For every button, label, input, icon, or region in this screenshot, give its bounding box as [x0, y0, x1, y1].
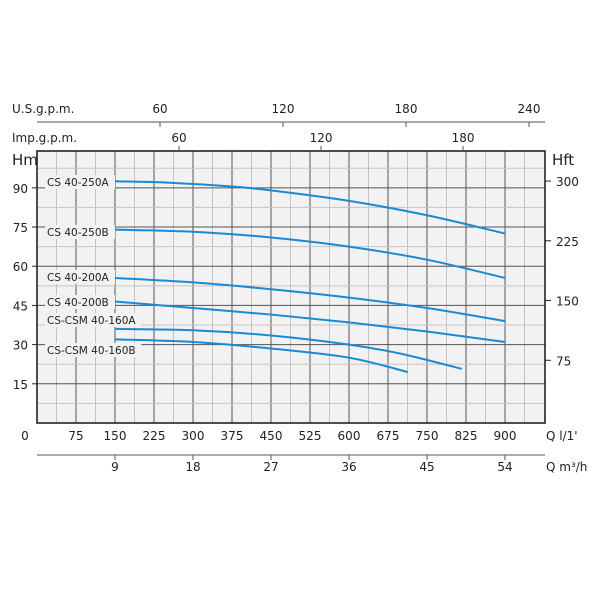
us-gpm-label: U.S.g.p.m. [12, 102, 74, 116]
curves [114, 180, 506, 374]
y2-tick-label: 225 [556, 235, 579, 249]
series-label-bg [45, 175, 115, 189]
curve-cs-40-200b [114, 300, 506, 343]
m3h-tick-label: 45 [419, 460, 434, 474]
y2-axis-label: Hft [552, 151, 574, 169]
x-tick-label: 225 [143, 429, 166, 443]
us-gpm-tick-label: 120 [272, 102, 295, 116]
y2-tick-label: 300 [556, 175, 579, 189]
m3h-tick-label: 18 [185, 460, 200, 474]
x-tick-label: 600 [338, 429, 361, 443]
imp-gpm-label: Imp.g.p.m. [12, 131, 77, 145]
y-tick-label: 75 [13, 221, 28, 235]
axes: Hm 15 30 45 60 75 90 Hft 75 150 225 300 0 75 150 225 300… [12, 102, 587, 474]
series-label-bg [45, 270, 115, 284]
series-label: CS 40-250A [47, 177, 110, 189]
curve-cs-csm-40-160b [114, 338, 408, 374]
grid [36, 150, 546, 424]
series-label: CS 40-200A [47, 272, 110, 284]
series-label-bg [45, 225, 115, 239]
x-tick-label: 0 [21, 429, 29, 443]
y-tick-label: 30 [13, 339, 28, 353]
x-tick-label: 900 [494, 429, 517, 443]
x-axis-label: Q l/1' [546, 429, 578, 443]
x-tick-label: 750 [416, 429, 439, 443]
labels: CS 40-250A CS 40-250B CS 40-200A CS 40-200B… [45, 175, 142, 357]
m3h-tick-label: 27 [263, 460, 278, 474]
y-tick-label: 15 [13, 378, 28, 392]
y-tick-label: 90 [13, 182, 28, 196]
series-label: CS-CSM 40-160A [47, 315, 136, 327]
series-label: CS 40-250B [47, 227, 109, 239]
curve-cs-40-250b [114, 228, 506, 279]
m3h-tick-label: 9 [111, 460, 119, 474]
us-gpm-tick-label: 240 [518, 102, 541, 116]
x-tick-label: 675 [377, 429, 400, 443]
y2-tick-label: 75 [556, 354, 571, 368]
series-label-bg [45, 313, 142, 327]
y2-tick-label: 150 [556, 295, 579, 309]
x-tick-label: 300 [182, 429, 205, 443]
plot-border [36, 150, 546, 424]
series-label: CS-CSM 40-160B [47, 345, 136, 357]
curve-cs-40-200a [114, 276, 506, 323]
m3h-tick-label: 54 [497, 460, 512, 474]
y-tick-label: 45 [13, 299, 28, 313]
m3h-axis-label: Q m³/h [546, 460, 587, 474]
curve-cs-40-250a [114, 180, 506, 235]
us-gpm-tick-label: 180 [395, 102, 418, 116]
imp-gpm-tick-label: 60 [171, 131, 186, 145]
x-tick-label: 525 [299, 429, 322, 443]
x-tick-label: 450 [260, 429, 283, 443]
x-tick-label: 375 [221, 429, 244, 443]
m3h-tick-label: 36 [341, 460, 356, 474]
y-tick-label: 60 [13, 260, 28, 274]
curve-cs-csm-40-160a [114, 327, 463, 370]
series-label: CS 40-200B [47, 297, 109, 309]
imp-gpm-tick-label: 180 [452, 131, 475, 145]
y-axis-label: Hm [12, 151, 38, 169]
us-gpm-tick-label: 60 [152, 102, 167, 116]
x-tick-label: 75 [68, 429, 83, 443]
series-label-bg [45, 295, 115, 309]
series-label-bg [45, 343, 142, 357]
imp-gpm-tick-label: 120 [310, 131, 333, 145]
x-tick-label: 150 [104, 429, 127, 443]
x-tick-label: 825 [455, 429, 478, 443]
